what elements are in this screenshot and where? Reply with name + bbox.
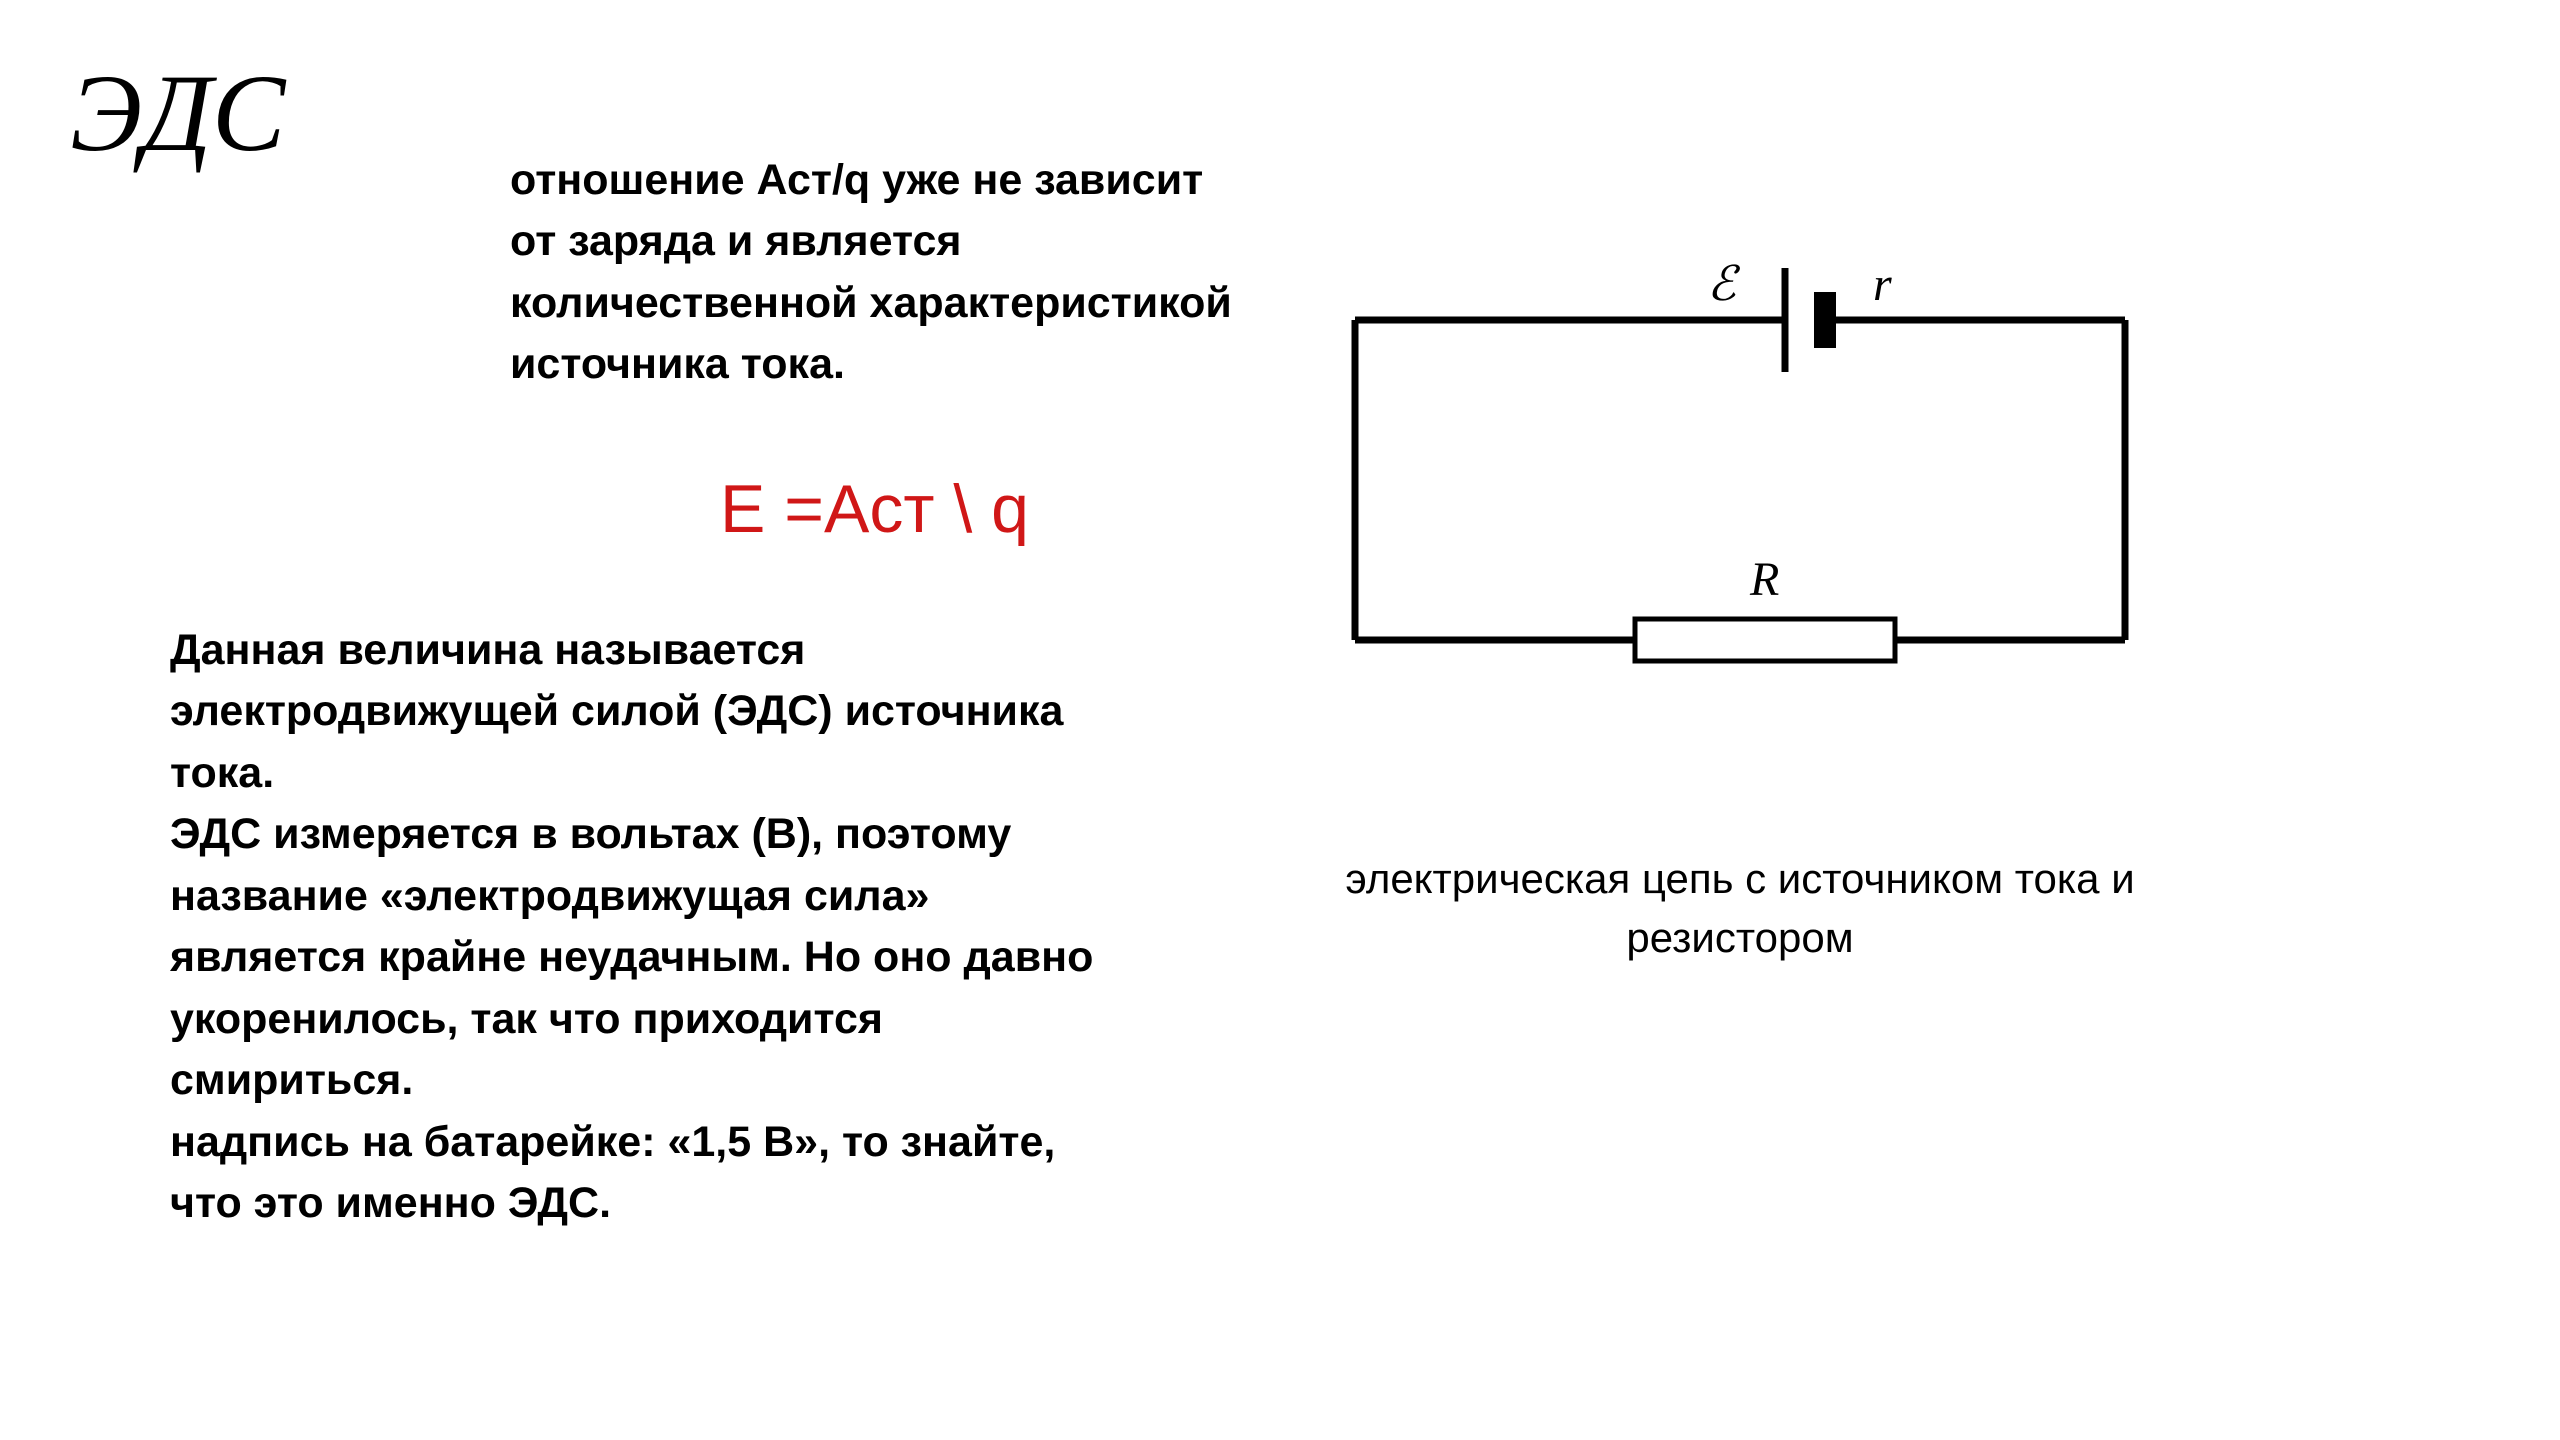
circuit-svg: ℰr R	[1325, 250, 2155, 670]
svg-text:r: r	[1873, 258, 1892, 311]
svg-text:ℰ: ℰ	[1707, 258, 1741, 311]
circuit-diagram: ℰr R	[1325, 250, 2155, 670]
svg-text:R: R	[1749, 553, 1779, 606]
paragraph-definition: Данная величина называется электродвижущ…	[170, 620, 1100, 1235]
page-title: ЭДС	[70, 50, 285, 177]
formula-emf: Е =Аст \ q	[720, 470, 1029, 548]
diagram-caption: электрическая цепь с источником тока и р…	[1280, 850, 2200, 968]
circuit-diagram-container: ℰr R	[1230, 250, 2250, 670]
paragraph-intro: отношение Аст/q уже не зависит от заряда…	[510, 150, 1240, 396]
